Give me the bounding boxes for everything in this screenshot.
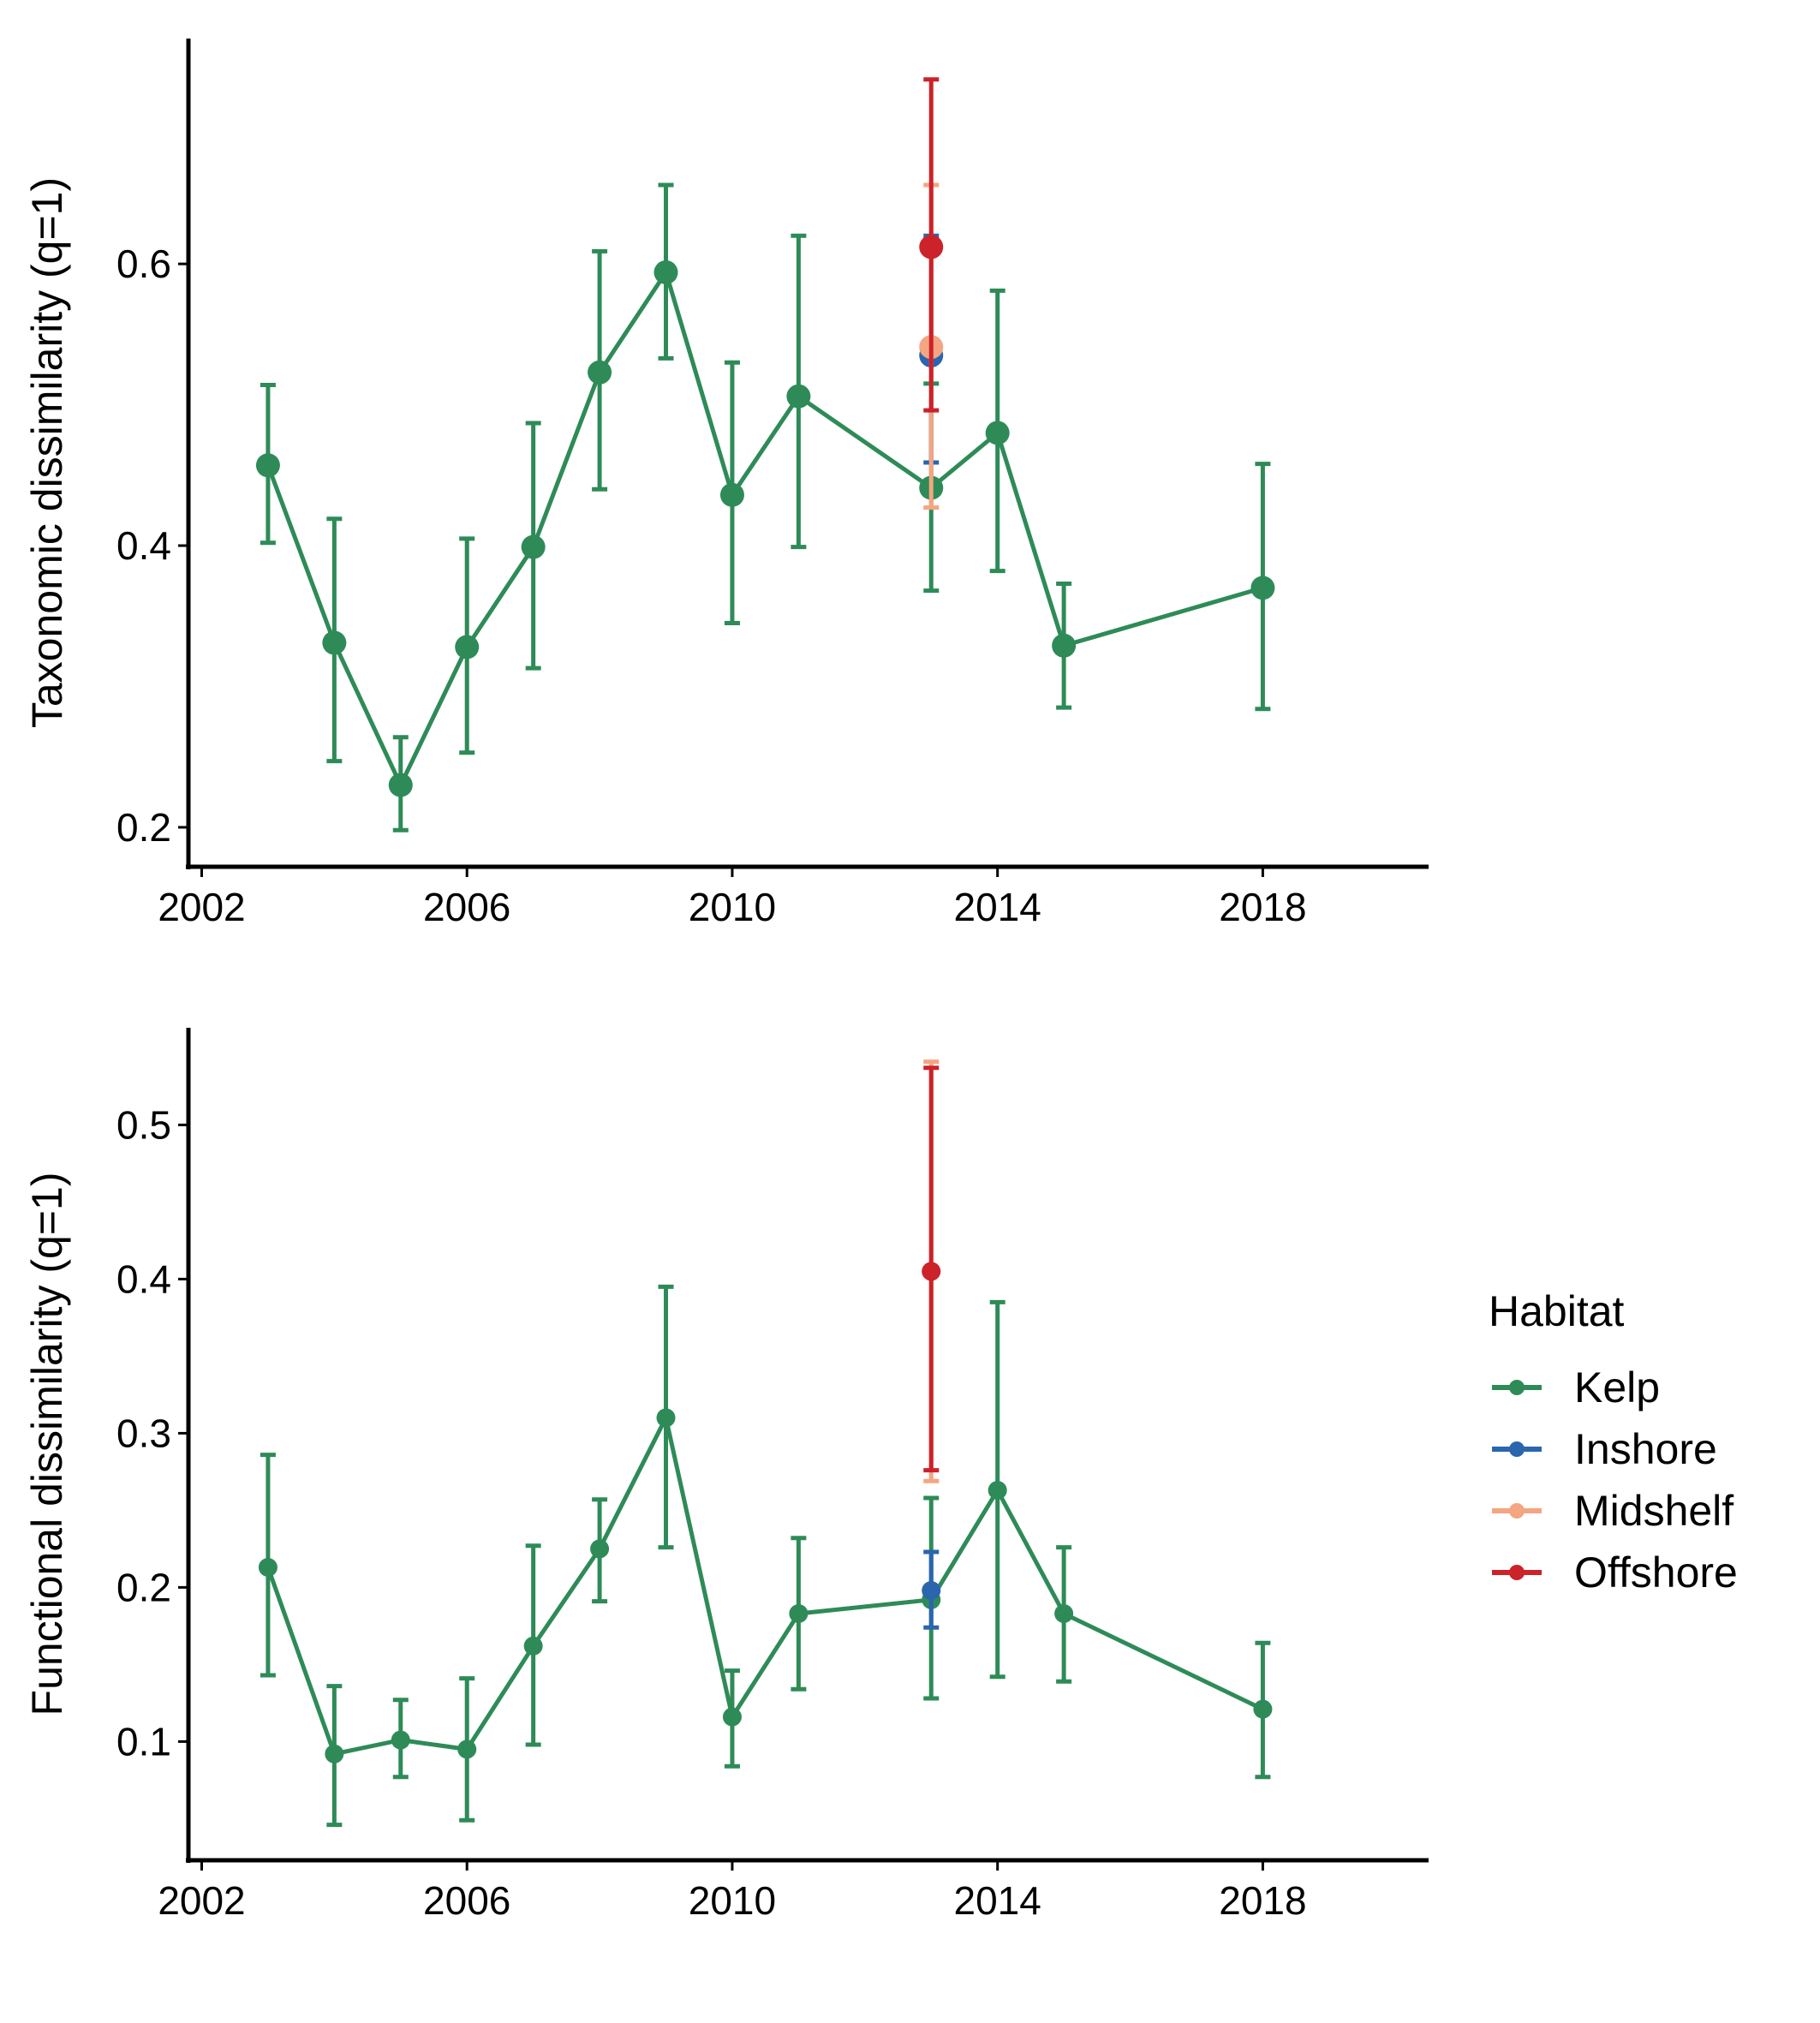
series-line	[266, 1415, 1264, 1757]
data-point	[1052, 633, 1077, 658]
series-inshore	[922, 1549, 941, 1630]
data-point	[325, 1744, 344, 1763]
x-tick-label: 2014	[954, 885, 1041, 929]
data-point	[1250, 576, 1275, 600]
legend-item-kelp: Kelp	[1492, 1364, 1660, 1411]
data-point	[455, 635, 480, 659]
data-point	[388, 773, 413, 797]
data-point	[922, 1262, 941, 1281]
x-tick-label: 2010	[689, 885, 776, 929]
legend-label: Kelp	[1574, 1364, 1660, 1411]
data-point	[719, 482, 744, 507]
data-point	[786, 384, 811, 409]
series-line	[266, 270, 1264, 788]
x-tick-label: 2014	[954, 1878, 1041, 1923]
data-point	[523, 1636, 543, 1656]
legend-label: Offshore	[1574, 1549, 1738, 1596]
data-point	[590, 1539, 610, 1559]
data-point	[391, 1730, 410, 1750]
legend-item-midshelf: Midshelf	[1492, 1487, 1733, 1535]
series-kelp	[258, 1284, 1273, 1828]
data-point	[1253, 1699, 1273, 1719]
data-point	[588, 360, 612, 385]
y-tick-label: 0.5	[116, 1102, 171, 1147]
data-point	[457, 1740, 477, 1759]
legend-item-inshore: Inshore	[1492, 1425, 1717, 1473]
legend-title: Habitat	[1489, 1287, 1625, 1335]
y-tick-label: 0.3	[116, 1411, 171, 1455]
data-point	[985, 421, 1010, 445]
x-tick-label: 2006	[423, 885, 510, 929]
data-point	[722, 1707, 742, 1727]
legend-key-dot	[1509, 1380, 1525, 1395]
y-tick-label: 0.2	[116, 805, 171, 850]
data-point	[653, 260, 678, 284]
series-kelp	[255, 182, 1275, 832]
x-tick-label: 2002	[158, 885, 245, 929]
legend-label: Inshore	[1574, 1425, 1717, 1473]
y-tick-label: 0.4	[116, 1256, 171, 1301]
y-tick-label: 0.4	[116, 523, 171, 568]
x-tick-label: 2018	[1219, 1878, 1306, 1923]
x-tick-label: 2002	[158, 1878, 245, 1923]
y-tick-label: 0.6	[116, 242, 171, 286]
legend-item-offshore: Offshore	[1492, 1549, 1738, 1596]
y-axis-title: Taxonomic dissimilarity (q=1)	[23, 177, 71, 728]
legend-key-dot	[1509, 1503, 1525, 1519]
data-point	[789, 1604, 809, 1623]
series-offshore	[922, 1065, 941, 1473]
data-point	[919, 235, 944, 260]
taxonomic-panel: 0.2 0.4 0.6 2002 2006 2010 2014 2018 Taxonomic d…	[23, 39, 1429, 929]
data-point	[922, 1581, 941, 1600]
y-tick-label: 0.2	[116, 1565, 171, 1609]
legend: Habitat Kelp Inshore Midshelf Offshore	[1489, 1287, 1738, 1596]
y-tick-label: 0.1	[116, 1719, 171, 1763]
data-point	[988, 1481, 1007, 1500]
legend-key-dot	[1509, 1441, 1525, 1457]
x-tick-label: 2018	[1219, 885, 1306, 929]
data-point	[1054, 1604, 1074, 1623]
functional-panel: 0.1 0.2 0.3 0.4 0.5 2002 2006 2010 2014 2018 Funct…	[23, 1028, 1429, 1923]
data-point	[322, 630, 347, 655]
data-point	[656, 1408, 676, 1428]
y-axis-title: Functional dissimilarity (q=1)	[23, 1173, 71, 1716]
x-tick-label: 2010	[689, 1878, 776, 1923]
data-point	[258, 1558, 277, 1577]
legend-label: Midshelf	[1574, 1487, 1733, 1535]
data-point	[255, 453, 280, 478]
x-tick-label: 2006	[423, 1878, 510, 1923]
series-offshore	[919, 77, 944, 413]
data-point	[521, 534, 546, 559]
legend-key-dot	[1509, 1565, 1525, 1580]
